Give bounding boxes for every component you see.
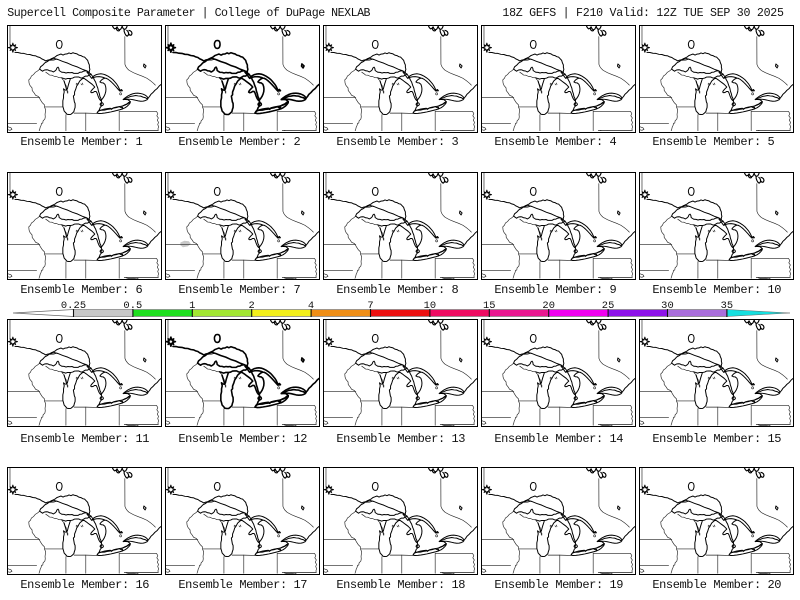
svg-text:0.25: 0.25 (61, 300, 86, 312)
svg-text:4: 4 (308, 300, 314, 312)
svg-text:15: 15 (483, 300, 496, 312)
svg-text:20: 20 (542, 300, 555, 312)
svg-text:7: 7 (367, 300, 373, 312)
svg-text:10: 10 (424, 300, 437, 312)
svg-text:2: 2 (249, 300, 255, 312)
svg-text:0.5: 0.5 (123, 300, 142, 312)
svg-text:25: 25 (602, 300, 615, 312)
svg-text:1: 1 (189, 300, 195, 312)
svg-text:35: 35 (721, 300, 734, 312)
svg-text:30: 30 (661, 300, 674, 312)
